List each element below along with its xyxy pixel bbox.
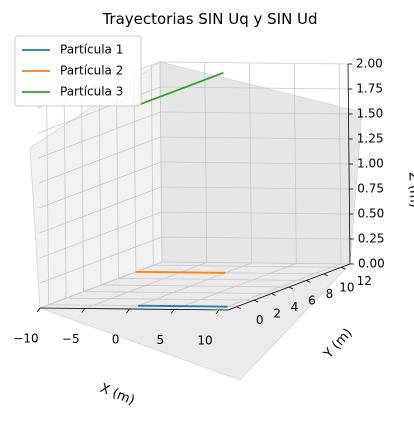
x-tick-label: 0: [112, 332, 120, 346]
series-line-3: [135, 71, 224, 107]
x-tick-label: −5: [62, 332, 80, 346]
grid-line-z-back: [161, 261, 351, 265]
y-tick: [341, 266, 346, 270]
grid-line-z-back: [161, 186, 350, 190]
grid-lines: [37, 61, 351, 311]
grid-line-z-back: [160, 86, 349, 90]
grid-line-y-floor: [118, 278, 307, 281]
series-lines: [135, 71, 228, 308]
y-tick-label: 2: [273, 307, 281, 321]
chart-title: Trayectorias SIN Uq y SIN Ud: [101, 10, 317, 28]
z-tick-label: 1.75: [356, 82, 383, 96]
z-tick-label: 2.00: [356, 57, 383, 71]
legend-label-2: Partícula 2: [60, 64, 123, 78]
x-tick-label: −10: [13, 332, 38, 346]
x-axis-label: X (m): [98, 381, 137, 408]
y-tick: [288, 286, 294, 290]
x-tick: [170, 309, 175, 314]
z-tick-label: 0.50: [358, 207, 385, 221]
x-tick: [126, 308, 130, 314]
legend-label-1: Partícula 1: [60, 43, 123, 57]
z-tick-label: 1.25: [357, 132, 384, 146]
legend: Partícula 1 Partícula 2 Partícula 3: [14, 35, 142, 107]
grid-line-z-left: [39, 186, 162, 234]
y-tick-label: 8: [326, 287, 334, 301]
grid-line-y-floor: [153, 264, 342, 268]
grid-line-z-back: [160, 136, 349, 140]
grid-line-y-floor: [66, 297, 255, 301]
z-tick-label: 0.00: [358, 257, 385, 271]
grid-line-z-back: [159, 61, 349, 65]
y-tick: [236, 306, 241, 310]
y-tick-label: 4: [291, 300, 299, 314]
z-axis-label: Z (m): [405, 172, 414, 208]
grid-line-z-left: [39, 211, 162, 259]
grid-line-z-left: [38, 111, 161, 159]
grid-line-z-left: [38, 136, 161, 184]
y-tick: [271, 293, 276, 296]
grid-line-z-back: [161, 211, 350, 215]
y-tick-label: 12: [357, 274, 372, 288]
y-tick: [306, 280, 311, 283]
legend-box: [14, 35, 142, 107]
x-axis-line: [39, 307, 229, 311]
y-tick: [323, 273, 329, 277]
y-tick-label: 10: [339, 280, 354, 294]
z-tick-label: 0.25: [358, 232, 385, 246]
series-line-2: [135, 270, 226, 274]
grid-line-z-back: [160, 161, 350, 165]
tick-marks: [36, 63, 354, 315]
grid-line-z-back: [161, 236, 350, 240]
y-axis-label: Y (m): [320, 326, 355, 363]
grid-line-y-floor: [83, 291, 272, 294]
x-tick: [36, 307, 41, 313]
x-tick-label: 10: [197, 333, 212, 347]
z-tick-label: 1.50: [357, 107, 384, 121]
grid-line-z-back: [160, 111, 349, 115]
grid-line-z-left: [39, 261, 163, 309]
y-tick: [253, 299, 259, 303]
z-tick-label: 0.75: [357, 182, 384, 196]
x-tick: [215, 309, 220, 315]
y-tick-label: 0: [256, 313, 264, 327]
series-line-1: [138, 304, 228, 308]
x-tick-label: 5: [156, 333, 164, 347]
legend-label-3: Partícula 3: [60, 85, 123, 99]
x-tick: [81, 308, 86, 313]
grid-line-z-left: [38, 161, 162, 209]
grid-line-y-floor: [100, 284, 290, 288]
tick-labels: −10 −5 0 5 100 2 4 6 8 10 120.000.250.500.751.001.…: [13, 57, 384, 348]
y-tick-label: 6: [308, 294, 316, 308]
z-tick-label: 1.00: [357, 157, 384, 171]
grid-line-z-left: [39, 236, 162, 284]
